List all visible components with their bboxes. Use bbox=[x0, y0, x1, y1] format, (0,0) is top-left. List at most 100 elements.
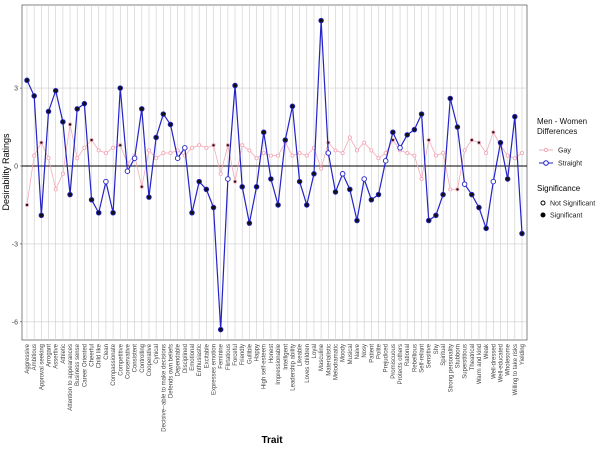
x-tick-label: Gullible bbox=[247, 343, 253, 364]
x-tick-label: Business sense bbox=[75, 343, 81, 386]
data-point bbox=[454, 124, 461, 130]
x-tick-label: Compassionate bbox=[111, 343, 117, 385]
series-line bbox=[26, 124, 523, 206]
x-tick-label: Defends own beliefs bbox=[168, 344, 174, 398]
data-point bbox=[217, 326, 224, 333]
x-tick-label: Willing to take risks bbox=[513, 344, 519, 395]
data-point bbox=[411, 126, 418, 133]
data-point bbox=[340, 150, 345, 156]
x-tick-label: Self-reliant bbox=[420, 344, 426, 373]
data-point bbox=[67, 122, 73, 127]
x-tick-label: Polite bbox=[377, 343, 383, 359]
data-point bbox=[497, 139, 504, 146]
data-point bbox=[290, 153, 295, 158]
significance-label: Significant bbox=[550, 213, 582, 220]
x-tick-label: Happy bbox=[255, 344, 261, 361]
data-point bbox=[168, 150, 173, 156]
x-tick-label: Consistent bbox=[133, 344, 139, 373]
x-tick-label: Leadership ability bbox=[290, 344, 296, 391]
significance-key bbox=[540, 200, 546, 206]
data-point bbox=[189, 210, 195, 216]
data-point bbox=[433, 212, 439, 219]
data-point bbox=[95, 210, 102, 216]
data-point bbox=[253, 184, 260, 190]
data-point bbox=[103, 178, 109, 185]
data-point bbox=[182, 145, 188, 151]
data-point bbox=[476, 204, 482, 211]
data-point bbox=[491, 130, 496, 135]
data-point bbox=[354, 148, 360, 153]
x-tick-label: Dependable bbox=[176, 343, 182, 376]
x-tick-label: Feminine bbox=[219, 343, 225, 368]
data-point bbox=[296, 178, 303, 185]
significance-label: Not Significant bbox=[550, 201, 595, 208]
x-tick-label: Spiritual bbox=[441, 344, 447, 366]
data-point bbox=[203, 186, 210, 193]
data-point bbox=[319, 166, 324, 171]
data-point bbox=[210, 204, 217, 211]
data-point bbox=[110, 210, 116, 216]
data-point bbox=[325, 150, 332, 156]
y-axis-title: Desirability Ratings bbox=[1, 133, 11, 211]
data-point bbox=[82, 145, 87, 150]
data-point bbox=[405, 150, 410, 156]
legend-label: Gay bbox=[558, 148, 571, 155]
data-point bbox=[52, 87, 59, 94]
data-point bbox=[519, 230, 525, 237]
data-point bbox=[425, 217, 432, 224]
x-tick-label: Strong personality bbox=[448, 344, 454, 392]
data-point bbox=[124, 168, 131, 174]
significance-key bbox=[540, 212, 546, 218]
data-point bbox=[45, 108, 52, 115]
x-tick-label: Likeable bbox=[298, 343, 304, 366]
x-tick-label: Masculine bbox=[319, 343, 325, 371]
data-point bbox=[369, 148, 374, 153]
data-point bbox=[404, 132, 410, 138]
data-point bbox=[96, 148, 101, 153]
x-tick-label: Moody bbox=[341, 344, 347, 362]
data-point bbox=[24, 202, 30, 208]
data-point bbox=[512, 156, 517, 161]
data-point bbox=[397, 145, 403, 151]
x-tick-label: Rebellious bbox=[412, 344, 418, 372]
data-point bbox=[461, 181, 468, 187]
x-tick-label: Impressionable bbox=[276, 343, 282, 384]
x-tick-label: Promiscuous bbox=[391, 344, 397, 379]
data-point bbox=[53, 187, 58, 192]
x-tick-label: Ambitious bbox=[32, 344, 38, 370]
data-point bbox=[347, 186, 353, 193]
x-tick-label: Naive bbox=[355, 343, 361, 359]
x-tick-label: Friendly bbox=[240, 344, 246, 365]
data-point bbox=[318, 17, 324, 24]
x-tick-label: Arrogant bbox=[47, 344, 53, 367]
data-point bbox=[67, 191, 73, 198]
data-point bbox=[469, 191, 475, 198]
data-point bbox=[304, 202, 310, 208]
x-tick-label: Assertive bbox=[54, 343, 60, 368]
data-point bbox=[139, 184, 144, 189]
data-point bbox=[469, 137, 474, 143]
data-point bbox=[153, 134, 159, 141]
data-point bbox=[361, 176, 367, 182]
data-point bbox=[81, 100, 88, 107]
data-point bbox=[276, 153, 281, 158]
data-point bbox=[167, 121, 174, 128]
data-point bbox=[426, 137, 431, 143]
data-point bbox=[289, 103, 296, 110]
data-point bbox=[462, 148, 467, 153]
y-tick-label: -6 bbox=[12, 319, 18, 326]
data-point bbox=[204, 145, 209, 150]
data-point bbox=[161, 150, 166, 156]
x-tick-label: Clean bbox=[104, 344, 110, 360]
data-point bbox=[433, 153, 438, 158]
data-point bbox=[275, 202, 281, 208]
data-point bbox=[268, 176, 274, 182]
data-point bbox=[504, 176, 511, 182]
x-tick-label: Wholesome bbox=[506, 343, 512, 375]
data-point bbox=[332, 189, 339, 195]
x-tick-label: Stubborn bbox=[455, 344, 461, 368]
data-point bbox=[74, 106, 80, 112]
data-point bbox=[375, 191, 382, 198]
data-point bbox=[46, 156, 51, 161]
